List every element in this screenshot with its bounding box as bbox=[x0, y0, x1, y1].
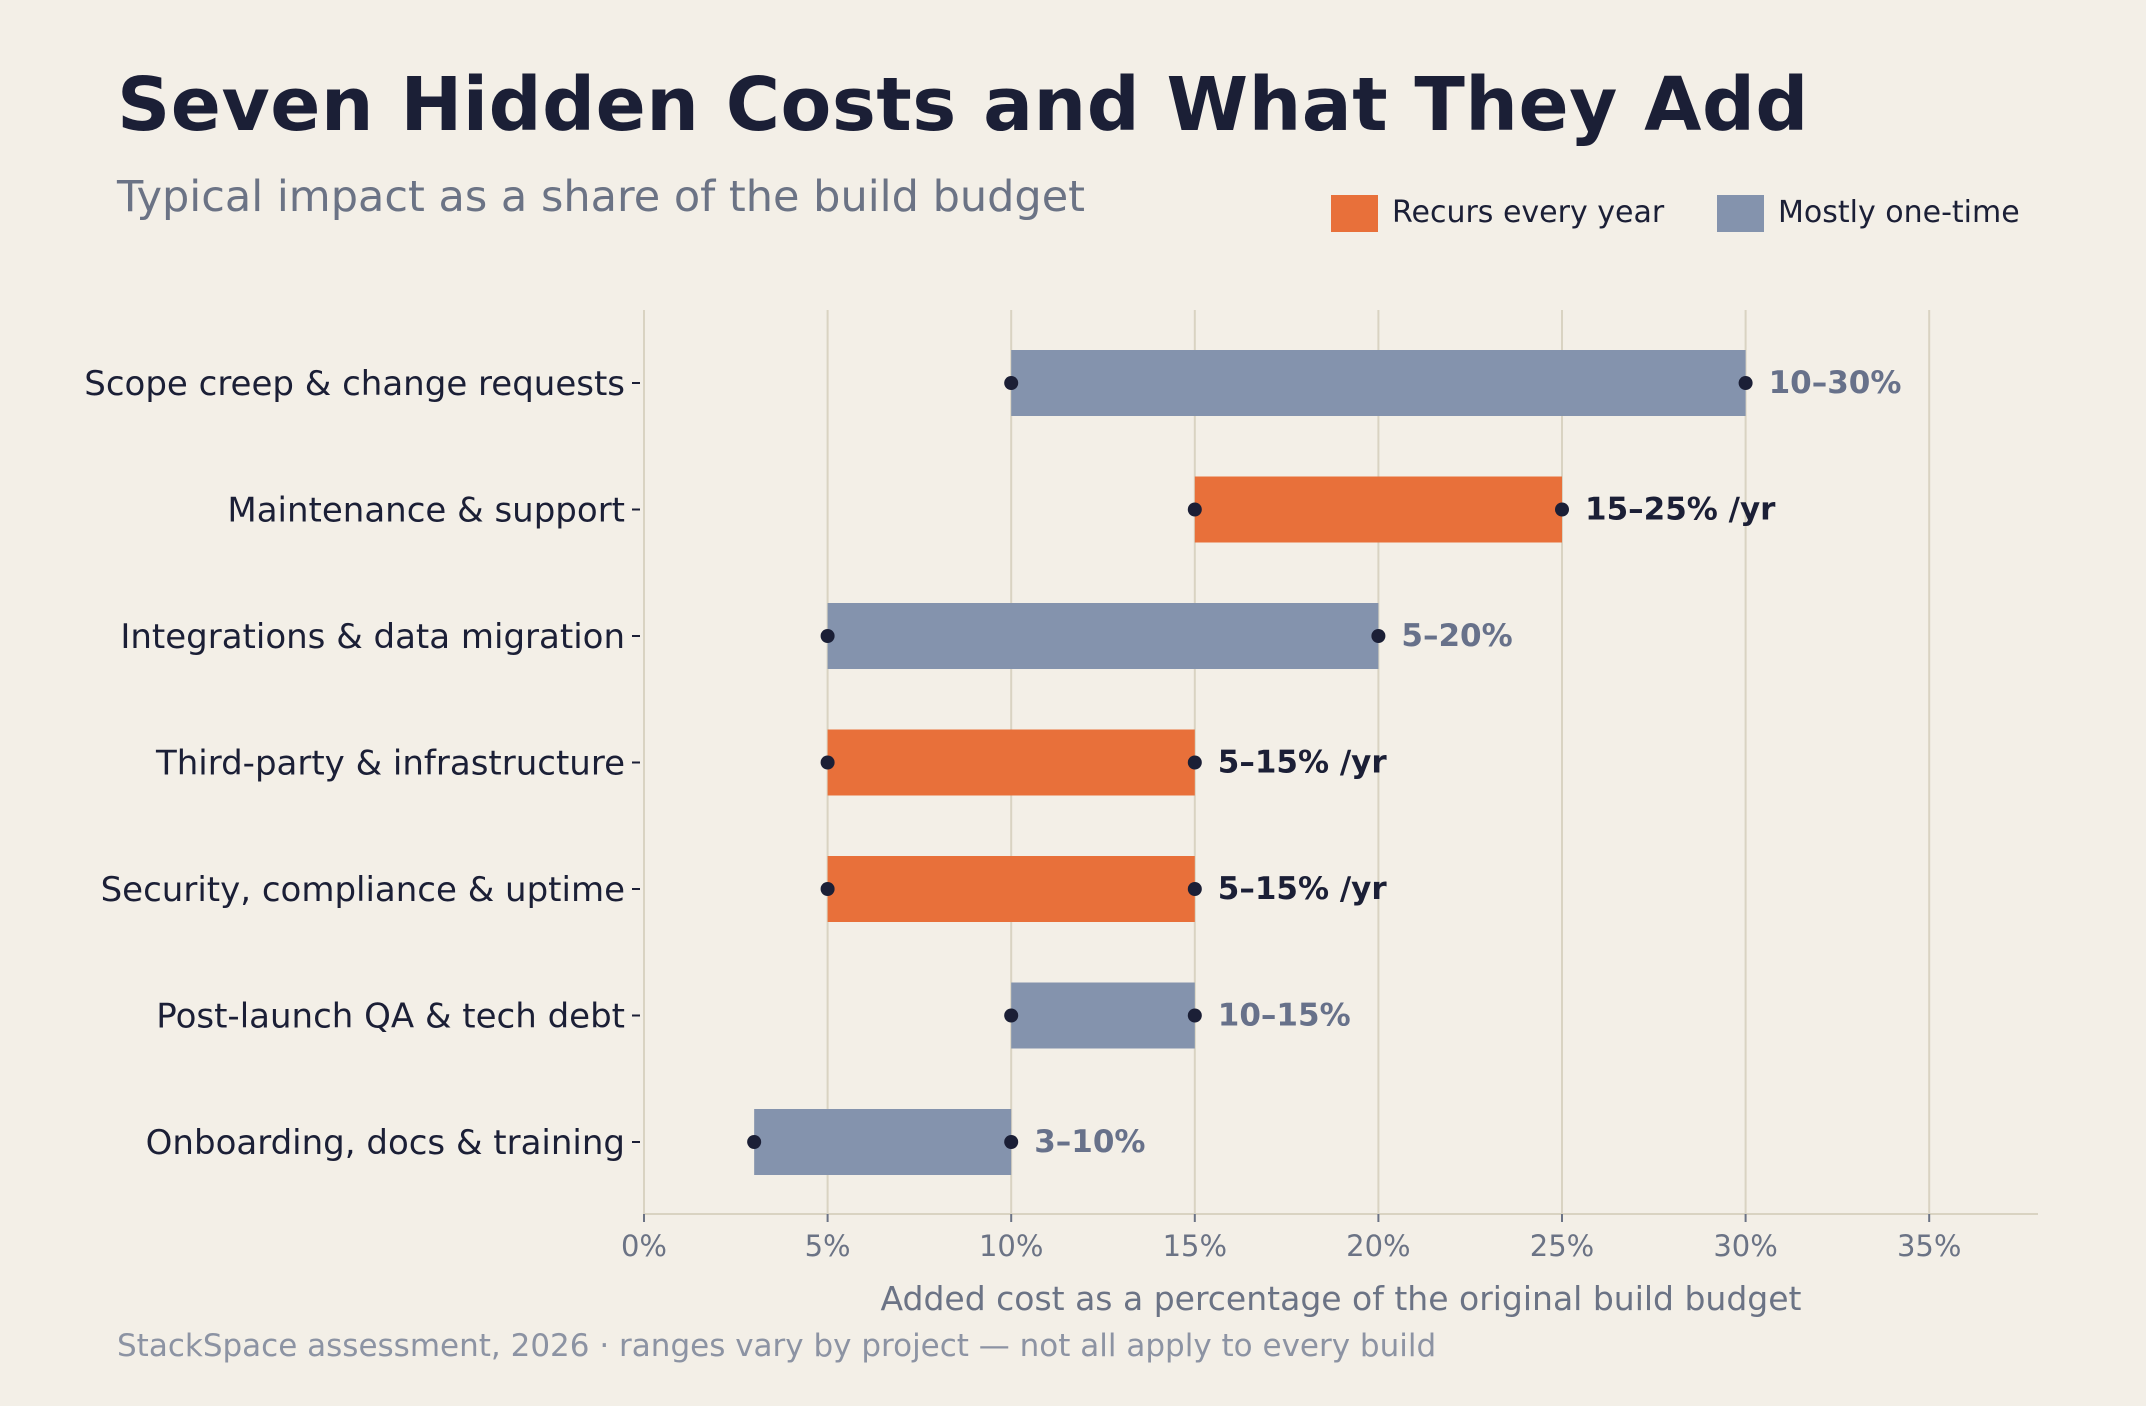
range-bar bbox=[827, 603, 1379, 669]
range-bar bbox=[754, 1109, 1012, 1175]
range-high-dot bbox=[1555, 502, 1569, 517]
category-label: Third-party & infrastructure bbox=[155, 744, 625, 784]
range-value-label: 5–20% bbox=[1401, 618, 1512, 654]
x-tick-label: 15% bbox=[1163, 1229, 1227, 1263]
range-bar bbox=[1011, 350, 1746, 416]
range-value-label: 5–15% /yr bbox=[1218, 871, 1388, 907]
chart-title: Seven Hidden Costs and What They Add bbox=[117, 62, 1809, 148]
x-tick-label: 20% bbox=[1346, 1229, 1410, 1263]
range-high-dot bbox=[1004, 1135, 1019, 1149]
legend-swatch-recurring bbox=[1331, 195, 1378, 232]
legend-swatch-one-time bbox=[1717, 195, 1764, 232]
range-high-dot bbox=[1738, 376, 1753, 390]
x-tick-label: 30% bbox=[1713, 1229, 1777, 1263]
range-value-label: 5–15% /yr bbox=[1218, 745, 1388, 781]
x-axis-label: Added cost as a percentage of the origin… bbox=[881, 1279, 1802, 1318]
chart-source-note: StackSpace assessment, 2026 · ranges var… bbox=[117, 1328, 1437, 1364]
category-label: Onboarding, docs & training bbox=[146, 1123, 625, 1163]
chart-subtitle: Typical impact as a share of the build b… bbox=[117, 172, 1086, 222]
x-tick-label: 0% bbox=[621, 1229, 667, 1263]
category-label: Scope creep & change requests bbox=[84, 364, 625, 404]
range-bar bbox=[1194, 476, 1562, 543]
category-label: Maintenance & support bbox=[227, 491, 625, 531]
range-low-dot bbox=[1004, 1008, 1019, 1023]
range-low-dot bbox=[1187, 502, 1202, 517]
range-low-dot bbox=[820, 882, 835, 896]
range-value-label: 10–30% bbox=[1769, 365, 1902, 401]
range-low-dot bbox=[747, 1135, 762, 1149]
x-tick-label: 5% bbox=[805, 1229, 851, 1263]
range-value-label: 10–15% bbox=[1218, 998, 1351, 1034]
range-low-dot bbox=[820, 755, 835, 770]
range-high-dot bbox=[1371, 629, 1386, 643]
range-value-label: 3–10% bbox=[1034, 1124, 1145, 1160]
range-low-dot bbox=[1004, 376, 1019, 390]
x-tick-label: 35% bbox=[1897, 1229, 1961, 1263]
category-label: Post-launch QA & tech debt bbox=[156, 997, 625, 1037]
x-tick-label: 10% bbox=[979, 1229, 1043, 1263]
range-high-dot bbox=[1187, 882, 1202, 896]
x-tick-label: 25% bbox=[1530, 1229, 1594, 1263]
range-high-dot bbox=[1187, 1008, 1202, 1023]
range-bar bbox=[1011, 982, 1195, 1049]
range-value-label: 15–25% /yr bbox=[1585, 492, 1776, 528]
legend-label-one-time: Mostly one-time bbox=[1778, 195, 2020, 230]
category-label: Integrations & data migration bbox=[120, 617, 625, 657]
range-high-dot bbox=[1187, 755, 1202, 770]
range-bar bbox=[827, 856, 1195, 922]
range-low-dot bbox=[820, 629, 835, 643]
category-label: Security, compliance & uptime bbox=[101, 870, 625, 910]
range-bar bbox=[827, 729, 1195, 796]
legend-label-recurring: Recurs every year bbox=[1392, 195, 1665, 230]
